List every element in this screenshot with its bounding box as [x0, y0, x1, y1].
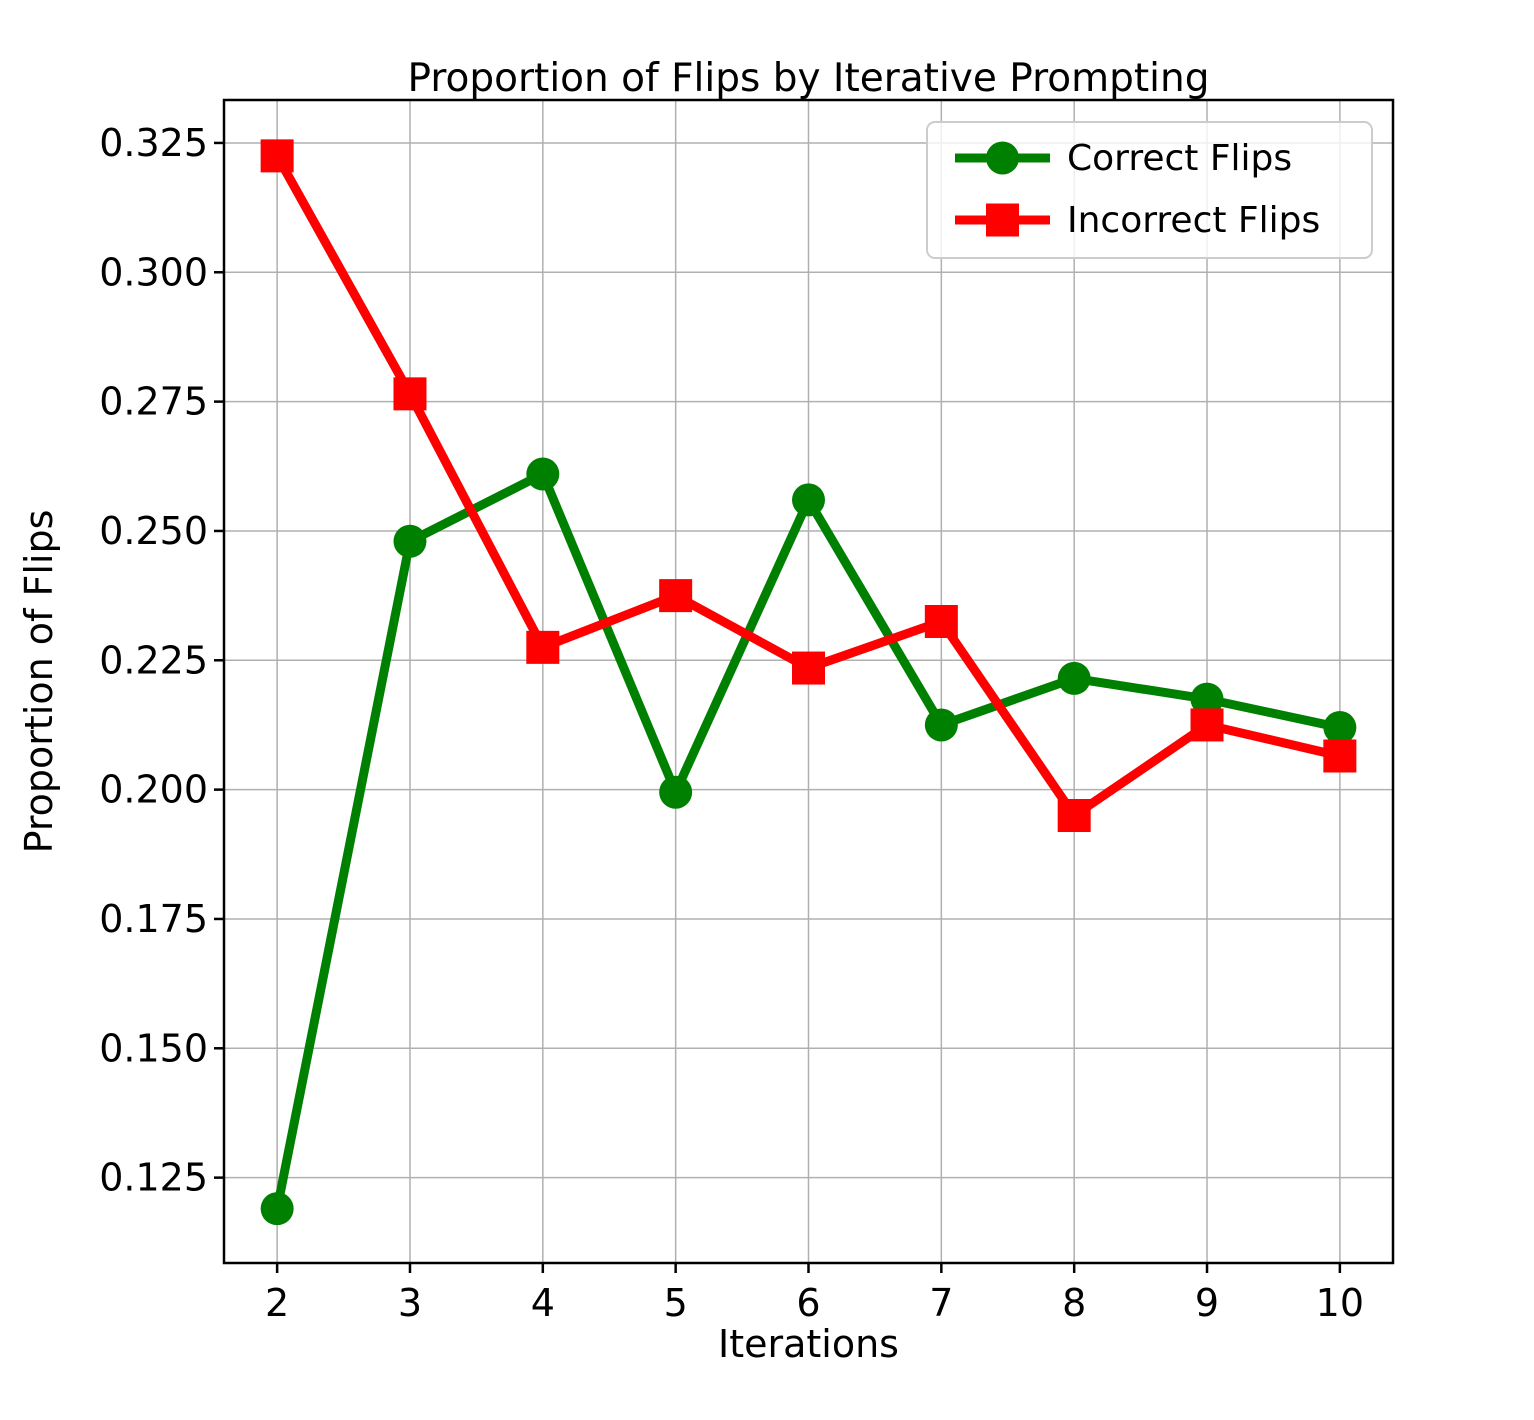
- y-tick-label: 0.325: [99, 121, 208, 165]
- x-tick-label: 3: [398, 1281, 422, 1325]
- data-point-square: [792, 651, 825, 685]
- data-point-square: [924, 604, 958, 638]
- x-tick-label: 6: [796, 1281, 820, 1325]
- data-point-square: [1190, 708, 1224, 742]
- x-tick-label: 5: [664, 1281, 688, 1325]
- data-point-square: [260, 139, 294, 173]
- data-point-circle: [1323, 711, 1357, 745]
- legend-marker-circle: [986, 141, 1019, 175]
- data-point-square: [1057, 798, 1091, 832]
- y-tick-label: 0.250: [99, 509, 208, 553]
- data-point-circle: [393, 524, 427, 558]
- data-point-square: [659, 579, 693, 613]
- data-point-square: [1323, 739, 1357, 773]
- x-tick-label: 4: [531, 1281, 555, 1325]
- axes-layer: 2 3 4 5 6 7 8 9 10 0.125 0.150 0.175 0.200 0.225 0.250…: [99, 98, 1395, 1325]
- legend-label-correct-flips: Correct Flips: [1067, 138, 1292, 179]
- y-tick-label: 0.175: [99, 897, 208, 941]
- x-tick-label: 9: [1195, 1281, 1219, 1325]
- data-point-square: [393, 377, 427, 411]
- y-tick-label: 0.150: [99, 1026, 208, 1070]
- data-point-circle: [260, 1192, 294, 1226]
- data-point-square: [526, 630, 560, 664]
- data-point-circle: [924, 708, 958, 742]
- data-point-circle: [659, 775, 693, 809]
- data-point-circle: [1190, 682, 1224, 716]
- data-point-circle: [1057, 661, 1091, 695]
- data-point-circle: [792, 483, 825, 517]
- y-tick-label: 0.275: [99, 380, 208, 424]
- y-tick-label: 0.225: [99, 638, 208, 682]
- legend-label-incorrect-flips: Incorrect Flips: [1067, 200, 1320, 241]
- y-axis-label: Proportion of Flips: [17, 510, 61, 854]
- x-tick-label: 2: [265, 1281, 289, 1325]
- x-axis-label: Iterations: [718, 1322, 899, 1366]
- x-tick-label: 7: [929, 1281, 953, 1325]
- data-point-circle: [526, 457, 560, 491]
- legend: Correct Flips Incorrect Flips: [926, 121, 1373, 259]
- chart-title: Proportion of Flips by Iterative Prompti…: [408, 56, 1210, 101]
- x-tick-label: 10: [1316, 1281, 1364, 1325]
- series-layer: [260, 139, 1357, 1226]
- x-tick-label: 8: [1062, 1281, 1086, 1325]
- y-tick-label: 0.300: [99, 250, 208, 294]
- y-tick-label: 0.125: [99, 1156, 208, 1200]
- legend-marker-square: [986, 203, 1019, 237]
- y-tick-label: 0.200: [99, 768, 208, 812]
